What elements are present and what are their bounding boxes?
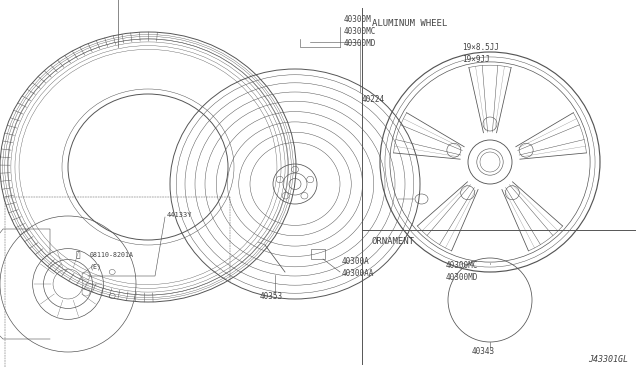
Text: ALUMINUM WHEEL: ALUMINUM WHEEL xyxy=(372,19,447,28)
Text: 19×8.5JJ: 19×8.5JJ xyxy=(462,43,499,52)
Text: 40300AA: 40300AA xyxy=(342,269,374,278)
Text: 40300MC: 40300MC xyxy=(446,261,478,270)
Text: 08110-8201A: 08110-8201A xyxy=(90,252,134,258)
Text: 40343: 40343 xyxy=(472,347,495,356)
Text: 40300MC: 40300MC xyxy=(344,27,376,36)
Text: ORNAMENT: ORNAMENT xyxy=(372,237,415,246)
Text: J43301GL: J43301GL xyxy=(588,355,628,364)
Text: 40300MD: 40300MD xyxy=(446,273,478,282)
Text: 40300MD: 40300MD xyxy=(344,39,376,48)
Text: 40224: 40224 xyxy=(362,95,385,104)
Text: 19×9JJ: 19×9JJ xyxy=(462,55,490,64)
Text: Ⓑ: Ⓑ xyxy=(76,250,80,259)
Text: 40312: 40312 xyxy=(112,0,135,3)
Text: 40300A: 40300A xyxy=(342,257,370,266)
Text: (E): (E) xyxy=(90,263,102,269)
Text: 40353: 40353 xyxy=(260,292,283,301)
Text: 40300M: 40300M xyxy=(344,15,372,24)
Text: 44133Y: 44133Y xyxy=(167,212,193,218)
